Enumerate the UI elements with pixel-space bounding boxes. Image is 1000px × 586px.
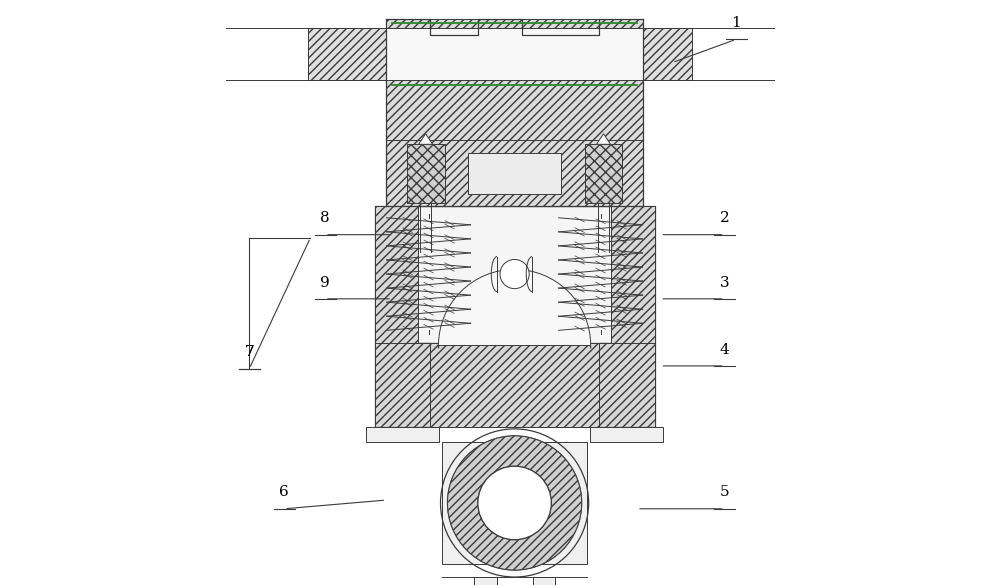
- Text: 5: 5: [720, 485, 729, 499]
- Text: 7: 7: [244, 346, 254, 359]
- Bar: [599, 343, 655, 427]
- Polygon shape: [597, 134, 611, 144]
- Text: 9: 9: [320, 275, 330, 289]
- Bar: [308, 28, 386, 80]
- Wedge shape: [448, 436, 582, 570]
- Bar: [386, 80, 643, 206]
- Bar: [535, 442, 587, 564]
- Bar: [366, 427, 439, 442]
- Text: 7: 7: [244, 346, 254, 359]
- Bar: [533, 577, 555, 586]
- Circle shape: [500, 260, 529, 289]
- Bar: [468, 153, 561, 194]
- Bar: [611, 206, 655, 343]
- Bar: [585, 144, 622, 203]
- Bar: [375, 206, 655, 343]
- Bar: [386, 19, 643, 28]
- Bar: [442, 442, 494, 564]
- Bar: [430, 343, 599, 427]
- Text: 1: 1: [731, 16, 741, 30]
- Bar: [430, 343, 599, 427]
- Text: 2: 2: [720, 212, 729, 226]
- Bar: [375, 206, 418, 343]
- Polygon shape: [419, 134, 433, 144]
- Wedge shape: [438, 270, 591, 346]
- Text: 8: 8: [320, 212, 330, 226]
- Bar: [386, 28, 643, 80]
- Text: 6: 6: [279, 485, 289, 499]
- Bar: [599, 343, 655, 427]
- Circle shape: [448, 436, 582, 570]
- Bar: [474, 577, 497, 586]
- Bar: [643, 28, 692, 80]
- Text: 3: 3: [720, 275, 729, 289]
- Bar: [375, 343, 430, 427]
- Text: 4: 4: [720, 343, 729, 356]
- Circle shape: [478, 466, 551, 540]
- Bar: [590, 427, 663, 442]
- Bar: [375, 343, 430, 427]
- Bar: [407, 144, 445, 203]
